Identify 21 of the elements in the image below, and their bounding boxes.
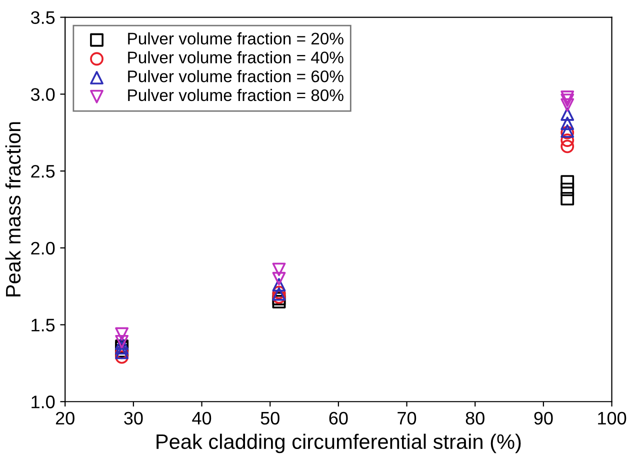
x-tick-label: 20 [56, 412, 74, 425]
y-axis-title: Peak mass fraction [5, 122, 21, 296]
x-tick-label: 100 [598, 412, 626, 425]
y-tick-label: 1.0 [32, 396, 55, 408]
x-axis-title: Peak cladding circumferential strain (%) [156, 434, 521, 454]
y-tick-label: 1.5 [32, 318, 55, 332]
y-tick-label: 3.5 [30, 11, 55, 24]
x-tick-label: 30 [124, 412, 143, 425]
y-tick-label: 2.5 [31, 164, 55, 178]
x-tick-label: 40 [192, 412, 212, 425]
y-tick-label: 3.0 [30, 88, 55, 101]
x-tick-label: 90 [534, 412, 553, 425]
x-tick-label: 50 [260, 412, 280, 425]
legend-label: Pulver volume fraction = 20% [128, 32, 344, 45]
legend-label: Pulver volume fraction = 80% [128, 88, 344, 102]
x-tick-label: 60 [329, 412, 348, 425]
legend-label: Pulver volume fraction = 60% [128, 70, 344, 82]
x-tick-label: 70 [398, 412, 416, 425]
y-tick-label: 2.0 [31, 242, 55, 255]
x-tick-label: 80 [466, 412, 484, 425]
legend-label: Pulver volume fraction = 40% [128, 51, 344, 64]
